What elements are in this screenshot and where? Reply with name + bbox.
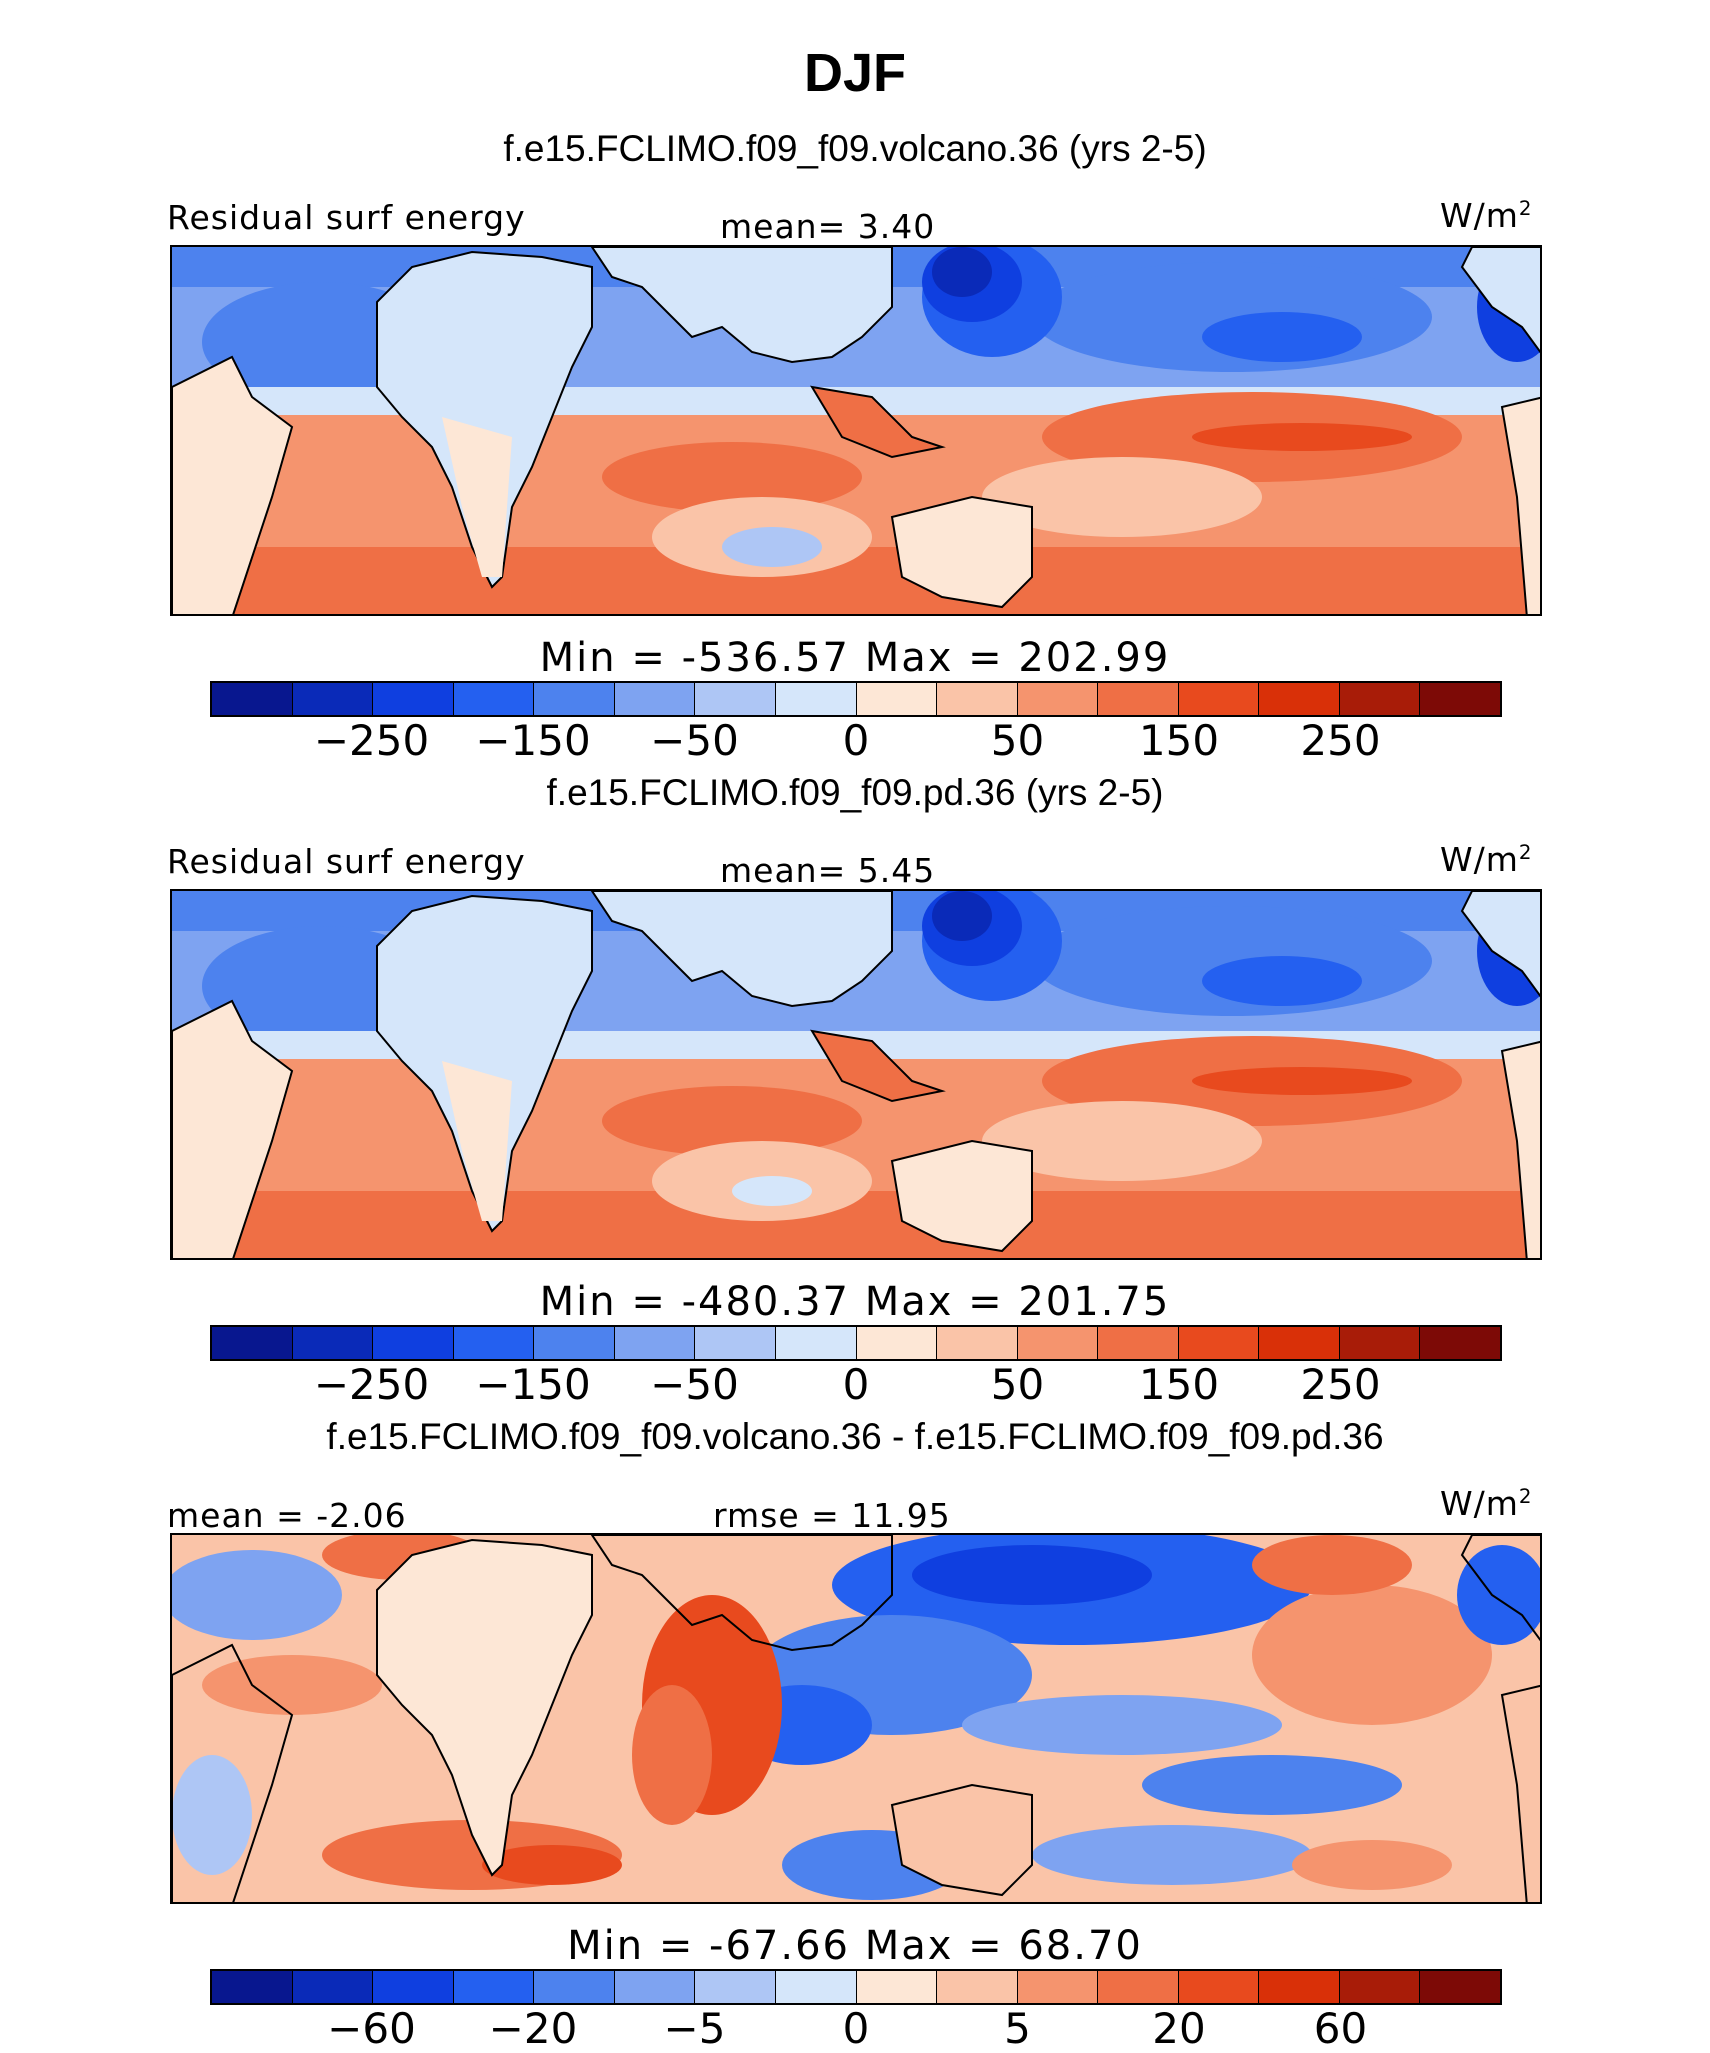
colorbar-tick-label: −20 [488, 2004, 578, 2053]
colorbar-tick-label: 0 [842, 2004, 870, 2053]
colorbar-swatch [212, 683, 293, 715]
colorbar-tick-label: −150 [475, 716, 591, 765]
colorbar-tick-label: 150 [1138, 1360, 1220, 1409]
colorbar-swatch [292, 1327, 374, 1359]
colorbar-tick-label: −250 [313, 716, 430, 765]
colorbar-swatch [373, 1971, 454, 2003]
colorbar-tick-label: 250 [1300, 716, 1381, 765]
colorbar-swatch [373, 683, 454, 715]
colorbar-swatch [775, 1327, 857, 1359]
panel1-run-title: f.e15.FCLIMO.f09_f09.volcano.36 (yrs 2-5… [503, 128, 1207, 169]
colorbar-swatch [1259, 1327, 1340, 1359]
colorbar-swatch [1178, 683, 1260, 715]
colorbar-swatch [1098, 1971, 1179, 2003]
panel2-variable-label: Residual surf energy [167, 842, 526, 881]
colorbar-swatch [775, 683, 857, 715]
colorbar-tick-label: −5 [663, 2004, 726, 2053]
colorbar-swatch [292, 1971, 374, 2003]
panel1-mean-label: mean= 3.40 [720, 207, 936, 246]
colorbar-swatch [614, 1971, 696, 2003]
panel2-colorbar [210, 1325, 1502, 1361]
panel3-colorbar-ticks: −60 −20 −5 0 5 20 60 [210, 2004, 1502, 2053]
colorbar-swatch [453, 1327, 535, 1359]
colorbar-swatch [1420, 683, 1500, 715]
colorbar-swatch [775, 1971, 857, 2003]
colorbar-swatch [937, 1327, 1018, 1359]
colorbar-tick-label: 5 [1004, 2004, 1031, 2053]
colorbar-swatch [1259, 683, 1340, 715]
panel2-run-title: f.e15.FCLIMO.f09_f09.pd.36 (yrs 2-5) [546, 772, 1164, 813]
colorbar-swatch [937, 1971, 1018, 2003]
panel1-colorbar-ticks: −250 −150 −50 0 50 150 250 [210, 716, 1502, 766]
panel2-map [170, 889, 1542, 1260]
colorbar-swatch [1339, 1327, 1421, 1359]
panel2-units: W/m2 [1440, 840, 1533, 879]
colorbar-tick-label: 250 [1300, 1360, 1381, 1409]
colorbar-swatch [373, 1327, 454, 1359]
panel1-colorbar [210, 681, 1502, 717]
panel3-rmse-label: rmse = 11.95 [713, 1496, 951, 1535]
panel2-minmax: Min = -480.37 Max = 201.75 [539, 1279, 1171, 1325]
colorbar-swatch [1420, 1971, 1500, 2003]
colorbar-swatch [1098, 1327, 1179, 1359]
colorbar-tick-label: 60 [1313, 2004, 1368, 2053]
colorbar-tick-label: 20 [1152, 2004, 1206, 2053]
panel1-units: W/m2 [1440, 196, 1533, 235]
colorbar-swatch [1098, 683, 1179, 715]
colorbar-tick-label: −150 [475, 1360, 591, 1409]
panel1-variable-label: Residual surf energy [167, 198, 526, 237]
panel3-units: W/m2 [1440, 1484, 1533, 1523]
panel3-mean-label: mean = -2.06 [167, 1496, 407, 1535]
colorbar-swatch [695, 683, 776, 715]
colorbar-swatch [856, 1971, 938, 2003]
colorbar-swatch [534, 1971, 615, 2003]
colorbar-swatch [212, 1327, 293, 1359]
colorbar-swatch [695, 1327, 776, 1359]
colorbar-tick-label: 0 [842, 1360, 870, 1409]
colorbar-swatch [1178, 1971, 1260, 2003]
colorbar-tick-label: 0 [842, 716, 870, 765]
colorbar-tick-label: −250 [313, 1360, 430, 1409]
colorbar-swatch [534, 1327, 615, 1359]
colorbar-swatch [856, 1327, 938, 1359]
colorbar-swatch [1339, 683, 1421, 715]
colorbar-swatch [614, 683, 696, 715]
panel2-mean-label: mean= 5.45 [720, 851, 936, 890]
colorbar-swatch [1017, 683, 1099, 715]
panel1-minmax: Min = -536.57 Max = 202.99 [539, 635, 1171, 681]
colorbar-swatch [212, 1971, 293, 2003]
colorbar-tick-label: 50 [990, 716, 1045, 765]
colorbar-swatch [1259, 1971, 1340, 2003]
colorbar-swatch [292, 683, 374, 715]
colorbar-swatch [1339, 1971, 1421, 2003]
colorbar-swatch [937, 683, 1018, 715]
colorbar-swatch [1017, 1327, 1099, 1359]
panel3-minmax: Min = -67.66 Max = 68.70 [567, 1923, 1143, 1969]
colorbar-swatch [534, 683, 615, 715]
panel1-map [170, 245, 1542, 616]
colorbar-swatch [453, 683, 535, 715]
panel3-run-title: f.e15.FCLIMO.f09_f09.volcano.36 - f.e15.… [326, 1416, 1384, 1457]
colorbar-tick-label: −50 [650, 1360, 739, 1409]
colorbar-tick-label: −50 [650, 716, 739, 765]
colorbar-swatch [453, 1971, 535, 2003]
panel3-map [170, 1533, 1542, 1904]
colorbar-swatch [1178, 1327, 1260, 1359]
colorbar-swatch [1017, 1971, 1099, 2003]
colorbar-swatch [695, 1971, 776, 2003]
colorbar-tick-label: 50 [990, 1360, 1045, 1409]
colorbar-tick-label: −60 [327, 2004, 416, 2053]
colorbar-swatch [1420, 1327, 1500, 1359]
figure-title: DJF [803, 43, 906, 103]
panel3-colorbar [210, 1969, 1502, 2005]
colorbar-tick-label: 150 [1138, 716, 1220, 765]
colorbar-swatch [614, 1327, 696, 1359]
panel2-colorbar-ticks: −250 −150 −50 0 50 150 250 [210, 1360, 1502, 1410]
colorbar-swatch [856, 683, 938, 715]
